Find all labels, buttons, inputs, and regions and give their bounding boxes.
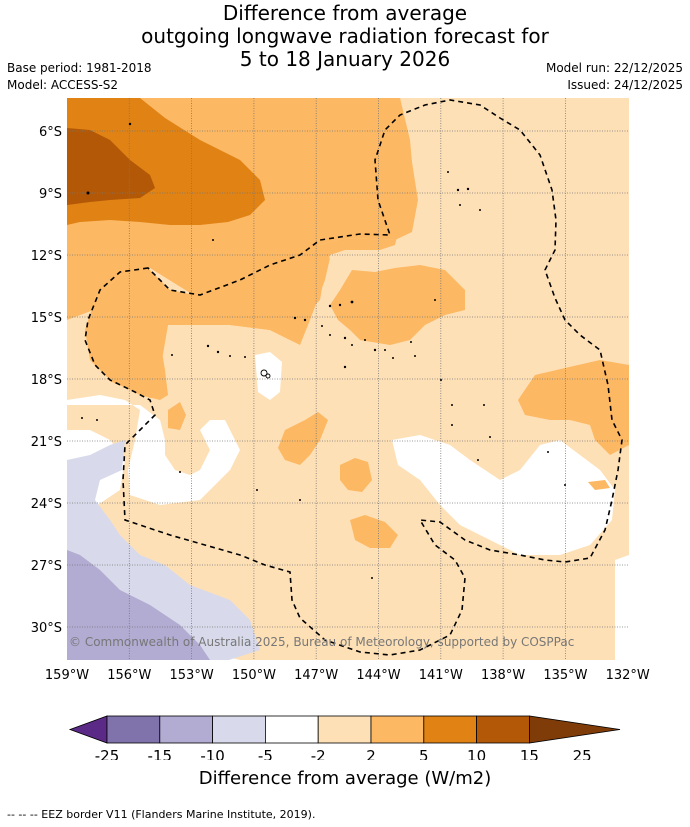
lon-label: 135°W xyxy=(543,668,587,683)
anomaly-neutral-small xyxy=(255,352,282,400)
longitude-labels: 159°W 156°W 153°W 150°W 147°W 144°W 141°W 138°W… xyxy=(45,668,650,683)
colorbar: -25 -15 -10 -5 -2 2 5 10 15 25 xyxy=(68,715,621,760)
meta-right: Model run: 22/12/2025 Issued: 24/12/2025 xyxy=(546,60,683,94)
eez-footnote: -- -- -- EEZ border V11 (Flanders Marine… xyxy=(7,808,316,821)
anomaly-15-25-region xyxy=(67,128,155,205)
lat-label: 18°S xyxy=(31,373,62,388)
title-line-2: outgoing longwave radiation forecast for xyxy=(141,24,549,48)
colorbar-swatch xyxy=(106,715,161,744)
lon-label: 138°W xyxy=(481,668,525,683)
meta-left: Base period: 1981-2018 Model: ACCESS-S2 xyxy=(7,60,152,94)
lat-label: 27°S xyxy=(31,559,62,574)
lat-label: 24°S xyxy=(31,497,62,512)
anomaly-5-10-region-east xyxy=(518,360,629,455)
map-title: Difference from average outgoing longwav… xyxy=(0,2,690,71)
island-outline xyxy=(260,369,271,379)
lat-label: 15°S xyxy=(31,311,62,326)
eez-border xyxy=(84,99,623,656)
latitude-labels: 6°S 9°S 12°S 15°S 18°S 21°S 24°S 27°S 30°S xyxy=(31,125,62,636)
issued-date: Issued: 24/12/2025 xyxy=(567,78,683,92)
anomaly-neutral-region-east xyxy=(392,435,615,555)
colorbar-tick-label: -5 xyxy=(258,747,273,760)
model-run: Model run: 22/12/2025 xyxy=(545,61,683,75)
anomaly-5-10-region-south3 xyxy=(350,515,398,548)
colorbar-tick-label: 25 xyxy=(573,747,592,760)
anomaly-neg-5-10-region xyxy=(67,550,210,660)
lon-label: 156°W xyxy=(107,668,151,683)
colorbar-tick-label: 15 xyxy=(520,747,539,760)
colorbar-swatch xyxy=(212,715,266,744)
lat-label: 12°S xyxy=(31,249,62,264)
colorbar-swatch xyxy=(423,715,477,744)
map-figure: © Commonwealth of Australia 2025, Bureau… xyxy=(31,98,650,760)
lat-label: 6°S xyxy=(39,125,62,140)
colorbar-swatch xyxy=(159,715,214,744)
colorbar-tick-label: -10 xyxy=(200,747,225,760)
anomaly-5-10-region-small xyxy=(168,402,186,430)
anomaly-neutral-region xyxy=(67,395,240,505)
colorbar-tick-label: 5 xyxy=(419,747,429,760)
anomaly-neutral-region-sw xyxy=(67,430,240,660)
copyright-text: © Commonwealth of Australia 2025, Bureau… xyxy=(69,635,574,649)
title-line-3: 5 to 18 January 2026 xyxy=(239,47,451,71)
gridlines xyxy=(67,98,629,660)
lon-label: 132°W xyxy=(606,668,650,683)
colorbar-extend-high xyxy=(529,715,621,744)
colorbar-tick-label: 2 xyxy=(366,747,376,760)
anomaly-5-10-region-tiny xyxy=(588,480,610,490)
colorbar-tick-label: -25 xyxy=(95,747,120,760)
lon-label: 147°W xyxy=(294,668,338,683)
anomaly-neutral-region-edge xyxy=(615,555,629,660)
colorbar-tick-label: -15 xyxy=(148,747,173,760)
colorbar-title: Difference from average (W/m2) xyxy=(198,768,492,789)
lon-label: 159°W xyxy=(45,668,89,683)
colorbar-tick-label: -2 xyxy=(311,747,326,760)
colorbar-swatch xyxy=(370,715,425,744)
lat-label: 9°S xyxy=(39,187,62,202)
colorbar-swatch xyxy=(317,715,372,744)
lon-label: 150°W xyxy=(232,668,276,683)
anomaly-5-10-region-central xyxy=(330,265,465,345)
anomaly-5-10-region-south1 xyxy=(278,412,328,465)
lon-label: 153°W xyxy=(170,668,214,683)
lat-label: 21°S xyxy=(31,435,62,450)
colorbar-swatch xyxy=(476,715,530,744)
colorbar-swatch xyxy=(264,715,319,744)
lon-label: 141°W xyxy=(419,668,463,683)
anomaly-5-10-region-south2 xyxy=(340,458,372,492)
lat-label: 30°S xyxy=(31,621,62,636)
island-dots xyxy=(81,122,566,579)
lon-label: 144°W xyxy=(356,668,400,683)
model-name: Model: ACCESS-S2 xyxy=(7,78,119,92)
title-line-1: Difference from average xyxy=(222,1,468,25)
colorbar-extend-low xyxy=(68,715,108,744)
base-period: Base period: 1981-2018 xyxy=(7,61,152,75)
colorbar-tick-label: 10 xyxy=(467,747,486,760)
map-plot-area: © Commonwealth of Australia 2025, Bureau… xyxy=(67,98,629,660)
